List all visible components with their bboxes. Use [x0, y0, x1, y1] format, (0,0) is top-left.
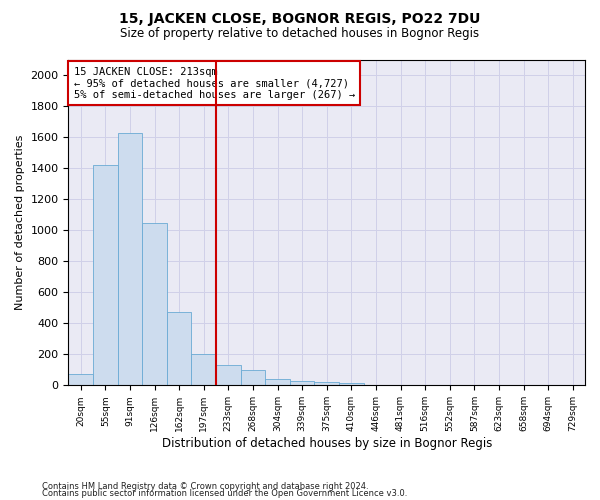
Y-axis label: Number of detached properties: Number of detached properties — [15, 135, 25, 310]
Bar — [142, 222, 167, 386]
Bar — [339, 382, 364, 386]
Bar — [241, 370, 265, 386]
Bar — [68, 374, 93, 386]
Bar — [314, 382, 339, 386]
Bar — [93, 166, 118, 386]
Bar — [265, 379, 290, 386]
Text: 15, JACKEN CLOSE, BOGNOR REGIS, PO22 7DU: 15, JACKEN CLOSE, BOGNOR REGIS, PO22 7DU — [119, 12, 481, 26]
X-axis label: Distribution of detached houses by size in Bognor Regis: Distribution of detached houses by size … — [161, 437, 492, 450]
Text: Contains public sector information licensed under the Open Government Licence v3: Contains public sector information licen… — [42, 489, 407, 498]
Text: Contains HM Land Registry data © Crown copyright and database right 2024.: Contains HM Land Registry data © Crown c… — [42, 482, 368, 491]
Bar — [216, 365, 241, 386]
Bar — [364, 384, 388, 386]
Bar — [290, 382, 314, 386]
Text: 15 JACKEN CLOSE: 213sqm
← 95% of detached houses are smaller (4,727)
5% of semi-: 15 JACKEN CLOSE: 213sqm ← 95% of detache… — [74, 66, 355, 100]
Bar — [167, 312, 191, 386]
Bar — [191, 354, 216, 386]
Text: Size of property relative to detached houses in Bognor Regis: Size of property relative to detached ho… — [121, 28, 479, 40]
Bar — [118, 133, 142, 386]
